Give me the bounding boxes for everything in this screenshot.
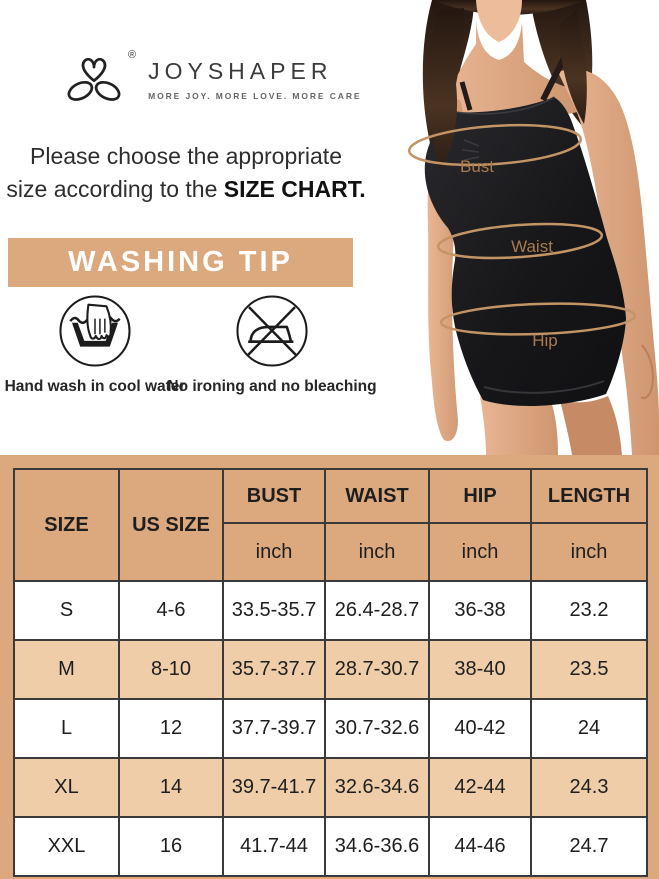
- cell-hip: 44-46: [428, 816, 532, 877]
- dress-strap-left: [459, 81, 473, 111]
- cell-us-size: 4-6: [118, 580, 224, 641]
- col-header-us-size: US SIZE: [118, 468, 224, 582]
- cell-bust: 33.5-35.7: [222, 580, 326, 641]
- size-chart-section: SIZE US SIZE BUST WAIST HIP LENGTH inch …: [0, 455, 659, 879]
- cell-waist: 26.4-28.7: [324, 580, 430, 641]
- cell-hip: 36-38: [428, 580, 532, 641]
- table-row-s: S 4-6 33.5-35.7 26.4-28.7 36-38 23.2: [13, 580, 648, 641]
- cell-bust: 35.7-37.7: [222, 639, 326, 700]
- unit-length: inch: [530, 522, 648, 582]
- cell-hip: 42-44: [428, 757, 532, 818]
- dress-strap-right: [540, 54, 568, 102]
- measurement-loops: Bust Waist Hip: [407, 123, 637, 350]
- cell-length: 24.3: [530, 757, 648, 818]
- size-advice-line2: size according to the: [6, 176, 224, 202]
- col-header-hip: HIP: [428, 468, 532, 524]
- size-advice-text: Please choose the appropriate size accor…: [0, 140, 372, 206]
- cell-us-size: 12: [118, 698, 224, 759]
- cell-waist: 28.7-30.7: [324, 639, 430, 700]
- brand-tagline: MORE JOY. MORE LOVE. MORE CARE: [148, 91, 362, 101]
- cell-size: S: [13, 580, 120, 641]
- cell-hip: 40-42: [428, 698, 532, 759]
- col-header-length: LENGTH: [530, 468, 648, 524]
- cell-length: 23.2: [530, 580, 648, 641]
- hand-wash-label: Hand wash in cool water: [4, 378, 186, 395]
- washing-tip-hand-wash: Hand wash in cool water: [2, 294, 188, 396]
- unit-bust: inch: [222, 522, 326, 582]
- hip-label: Hip: [532, 331, 558, 350]
- table-row-xl: XL 14 39.7-41.7 32.6-34.6 42-44 24.3: [13, 757, 648, 818]
- unit-hip: inch: [428, 522, 532, 582]
- cell-length: 23.5: [530, 639, 648, 700]
- cell-size: M: [13, 639, 120, 700]
- table-row-m: M 8-10 35.7-37.7 28.7-30.7 38-40 23.5: [13, 639, 648, 700]
- butterfly-ribbon-logo-icon: [67, 57, 121, 101]
- cell-size: L: [13, 698, 120, 759]
- size-chart-table: SIZE US SIZE BUST WAIST HIP LENGTH inch …: [13, 468, 648, 877]
- col-header-bust: BUST: [222, 468, 326, 524]
- washing-tip-banner: WASHING TIP: [8, 238, 353, 287]
- col-header-size: SIZE: [13, 468, 120, 582]
- unit-waist: inch: [324, 522, 430, 582]
- hair-front: [428, 8, 587, 170]
- cell-us-size: 14: [118, 757, 224, 818]
- waist-label: Waist: [511, 237, 553, 256]
- table-row-l: L 12 37.7-39.7 30.7-32.6 40-42 24: [13, 698, 648, 759]
- cell-size: XXL: [13, 816, 120, 877]
- cell-length: 24: [530, 698, 648, 759]
- brand-logo: ® JOYSHAPER MORE JOY. MORE LOVE. MORE CA…: [60, 50, 361, 106]
- waist-measure-line: [436, 222, 604, 260]
- cell-waist: 34.6-36.6: [324, 816, 430, 877]
- hip-measure-line: [439, 302, 637, 336]
- cell-size: XL: [13, 757, 120, 818]
- cell-us-size: 16: [118, 816, 224, 877]
- col-header-waist: WAIST: [324, 468, 430, 524]
- cell-hip: 38-40: [428, 639, 532, 700]
- washing-tip-title: WASHING TIP: [68, 246, 293, 278]
- cell-us-size: 8-10: [118, 639, 224, 700]
- bust-measure-line: [407, 123, 583, 167]
- bust-label: Bust: [460, 157, 494, 176]
- cell-bust: 37.7-39.7: [222, 698, 326, 759]
- model-photo: Bust Waist Hip: [407, 0, 659, 455]
- brand-name: JOYSHAPER: [148, 58, 333, 84]
- no-iron-icon: [236, 295, 308, 367]
- registered-mark: ®: [128, 49, 137, 61]
- cell-bust: 39.7-41.7: [222, 757, 326, 818]
- cell-length: 24.7: [530, 816, 648, 877]
- cell-waist: 30.7-32.6: [324, 698, 430, 759]
- washing-tip-no-iron: No ironing and no bleaching: [167, 294, 377, 396]
- table-row-xxl: XXL 16 41.7-44 34.6-36.6 44-46 24.7: [13, 816, 648, 877]
- size-advice-line1: Please choose the appropriate: [30, 143, 342, 169]
- cell-waist: 32.6-34.6: [324, 757, 430, 818]
- no-iron-label: No ironing and no bleaching: [167, 378, 377, 395]
- size-chart-emphasis: SIZE CHART.: [223, 176, 366, 202]
- cell-bust: 41.7-44: [222, 816, 326, 877]
- hand-wash-icon: [59, 295, 131, 367]
- black-shapewear-dress: [424, 54, 626, 407]
